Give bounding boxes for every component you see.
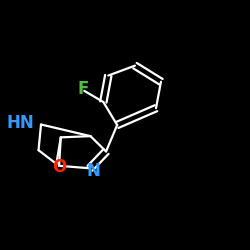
Text: F: F (77, 80, 89, 98)
Text: HN: HN (6, 114, 34, 132)
Text: O: O (52, 158, 67, 176)
Text: N: N (86, 162, 100, 180)
